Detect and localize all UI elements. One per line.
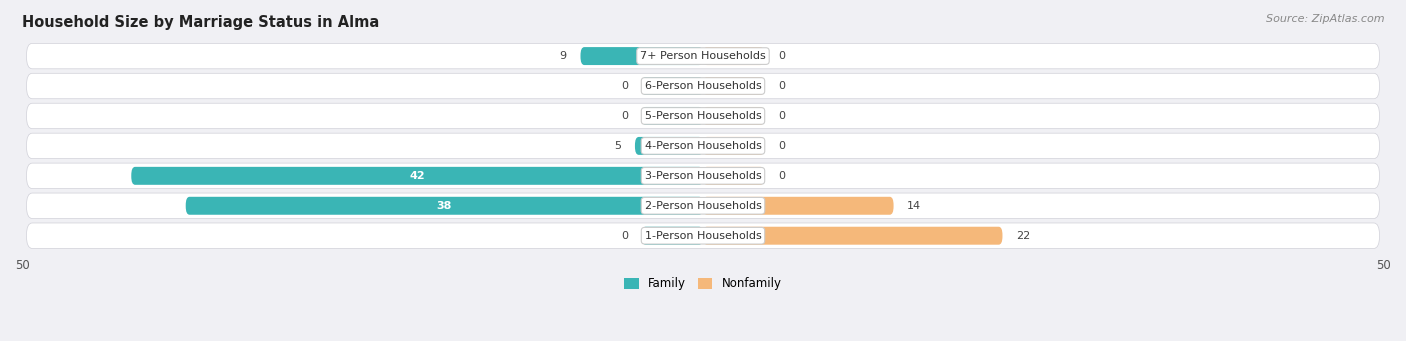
FancyBboxPatch shape [27, 103, 1379, 129]
Text: 0: 0 [778, 111, 785, 121]
FancyBboxPatch shape [27, 43, 1379, 69]
FancyBboxPatch shape [703, 167, 765, 185]
Text: 14: 14 [907, 201, 921, 211]
FancyBboxPatch shape [703, 197, 894, 215]
Text: 0: 0 [778, 141, 785, 151]
Text: 9: 9 [560, 51, 567, 61]
FancyBboxPatch shape [27, 223, 1379, 249]
FancyBboxPatch shape [641, 227, 703, 245]
Text: 7+ Person Households: 7+ Person Households [640, 51, 766, 61]
Text: 0: 0 [778, 51, 785, 61]
Text: 38: 38 [437, 201, 453, 211]
Text: Household Size by Marriage Status in Alma: Household Size by Marriage Status in Alm… [22, 15, 380, 30]
Text: 42: 42 [409, 171, 425, 181]
Text: 5: 5 [614, 141, 621, 151]
FancyBboxPatch shape [703, 77, 765, 95]
FancyBboxPatch shape [581, 47, 703, 65]
FancyBboxPatch shape [27, 73, 1379, 99]
Text: 0: 0 [778, 171, 785, 181]
FancyBboxPatch shape [703, 47, 765, 65]
FancyBboxPatch shape [131, 167, 703, 185]
Text: 0: 0 [778, 81, 785, 91]
FancyBboxPatch shape [703, 107, 765, 125]
FancyBboxPatch shape [641, 77, 703, 95]
Text: 1-Person Households: 1-Person Households [644, 231, 762, 241]
Text: 3-Person Households: 3-Person Households [644, 171, 762, 181]
FancyBboxPatch shape [641, 107, 703, 125]
FancyBboxPatch shape [27, 133, 1379, 159]
Text: Source: ZipAtlas.com: Source: ZipAtlas.com [1267, 14, 1385, 24]
Text: 2-Person Households: 2-Person Households [644, 201, 762, 211]
FancyBboxPatch shape [703, 137, 765, 155]
Text: 22: 22 [1017, 231, 1031, 241]
FancyBboxPatch shape [703, 227, 1002, 245]
Legend: Family, Nonfamily: Family, Nonfamily [620, 273, 786, 295]
Text: 0: 0 [621, 231, 628, 241]
Text: 6-Person Households: 6-Person Households [644, 81, 762, 91]
FancyBboxPatch shape [27, 193, 1379, 219]
FancyBboxPatch shape [27, 163, 1379, 189]
FancyBboxPatch shape [186, 197, 703, 215]
Text: 5-Person Households: 5-Person Households [644, 111, 762, 121]
Text: 0: 0 [621, 81, 628, 91]
Text: 4-Person Households: 4-Person Households [644, 141, 762, 151]
Text: 0: 0 [621, 111, 628, 121]
FancyBboxPatch shape [636, 137, 703, 155]
